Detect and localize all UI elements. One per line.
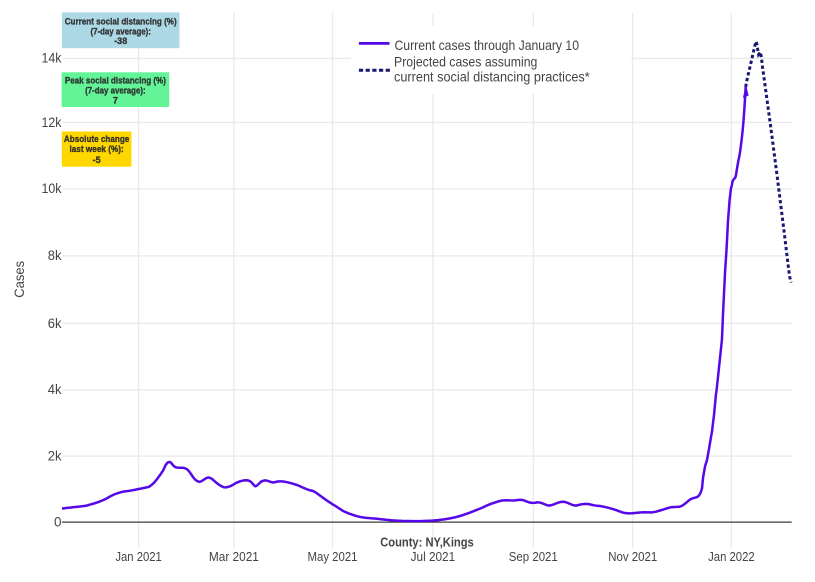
svg-text:Current cases through January: Current cases through January 10 — [395, 37, 580, 53]
svg-text:Sep 2021: Sep 2021 — [509, 549, 558, 564]
svg-text:8k: 8k — [48, 248, 62, 263]
svg-text:Jan 2022: Jan 2022 — [708, 549, 755, 564]
svg-text:Mar 2021: Mar 2021 — [209, 549, 259, 564]
svg-text:last week (%):: last week (%): — [69, 144, 123, 154]
svg-text:14k: 14k — [42, 51, 62, 66]
svg-text:2k: 2k — [48, 448, 62, 463]
svg-text:Jul 2021: Jul 2021 — [411, 549, 456, 564]
svg-text:Nov 2021: Nov 2021 — [608, 549, 657, 564]
svg-text:May 2021: May 2021 — [308, 549, 358, 564]
svg-text:-38: -38 — [114, 36, 127, 46]
svg-text:Cases: Cases — [11, 261, 27, 298]
svg-text:0: 0 — [54, 515, 62, 530]
svg-text:7: 7 — [113, 95, 118, 105]
svg-text:10k: 10k — [42, 181, 62, 196]
svg-text:6k: 6k — [48, 316, 62, 331]
svg-text:-5: -5 — [93, 155, 101, 165]
svg-text:4k: 4k — [48, 382, 62, 397]
svg-text:current social distancing prac: current social distancing practices* — [394, 69, 590, 85]
svg-text:Jan 2021: Jan 2021 — [115, 549, 162, 564]
svg-text:Absolute change: Absolute change — [64, 134, 129, 144]
svg-text:(7-day average):: (7-day average): — [90, 26, 151, 36]
svg-text:Peak social distancing (%): Peak social distancing (%) — [65, 76, 166, 86]
svg-text:Current social distancing (%): Current social distancing (%) — [65, 16, 177, 26]
svg-text:12k: 12k — [42, 115, 62, 130]
svg-text:Projected cases assuming: Projected cases assuming — [394, 53, 537, 69]
svg-text:(7-day average):: (7-day average): — [85, 86, 146, 96]
svg-text:County: NY,Kings: County: NY,Kings — [380, 536, 474, 550]
